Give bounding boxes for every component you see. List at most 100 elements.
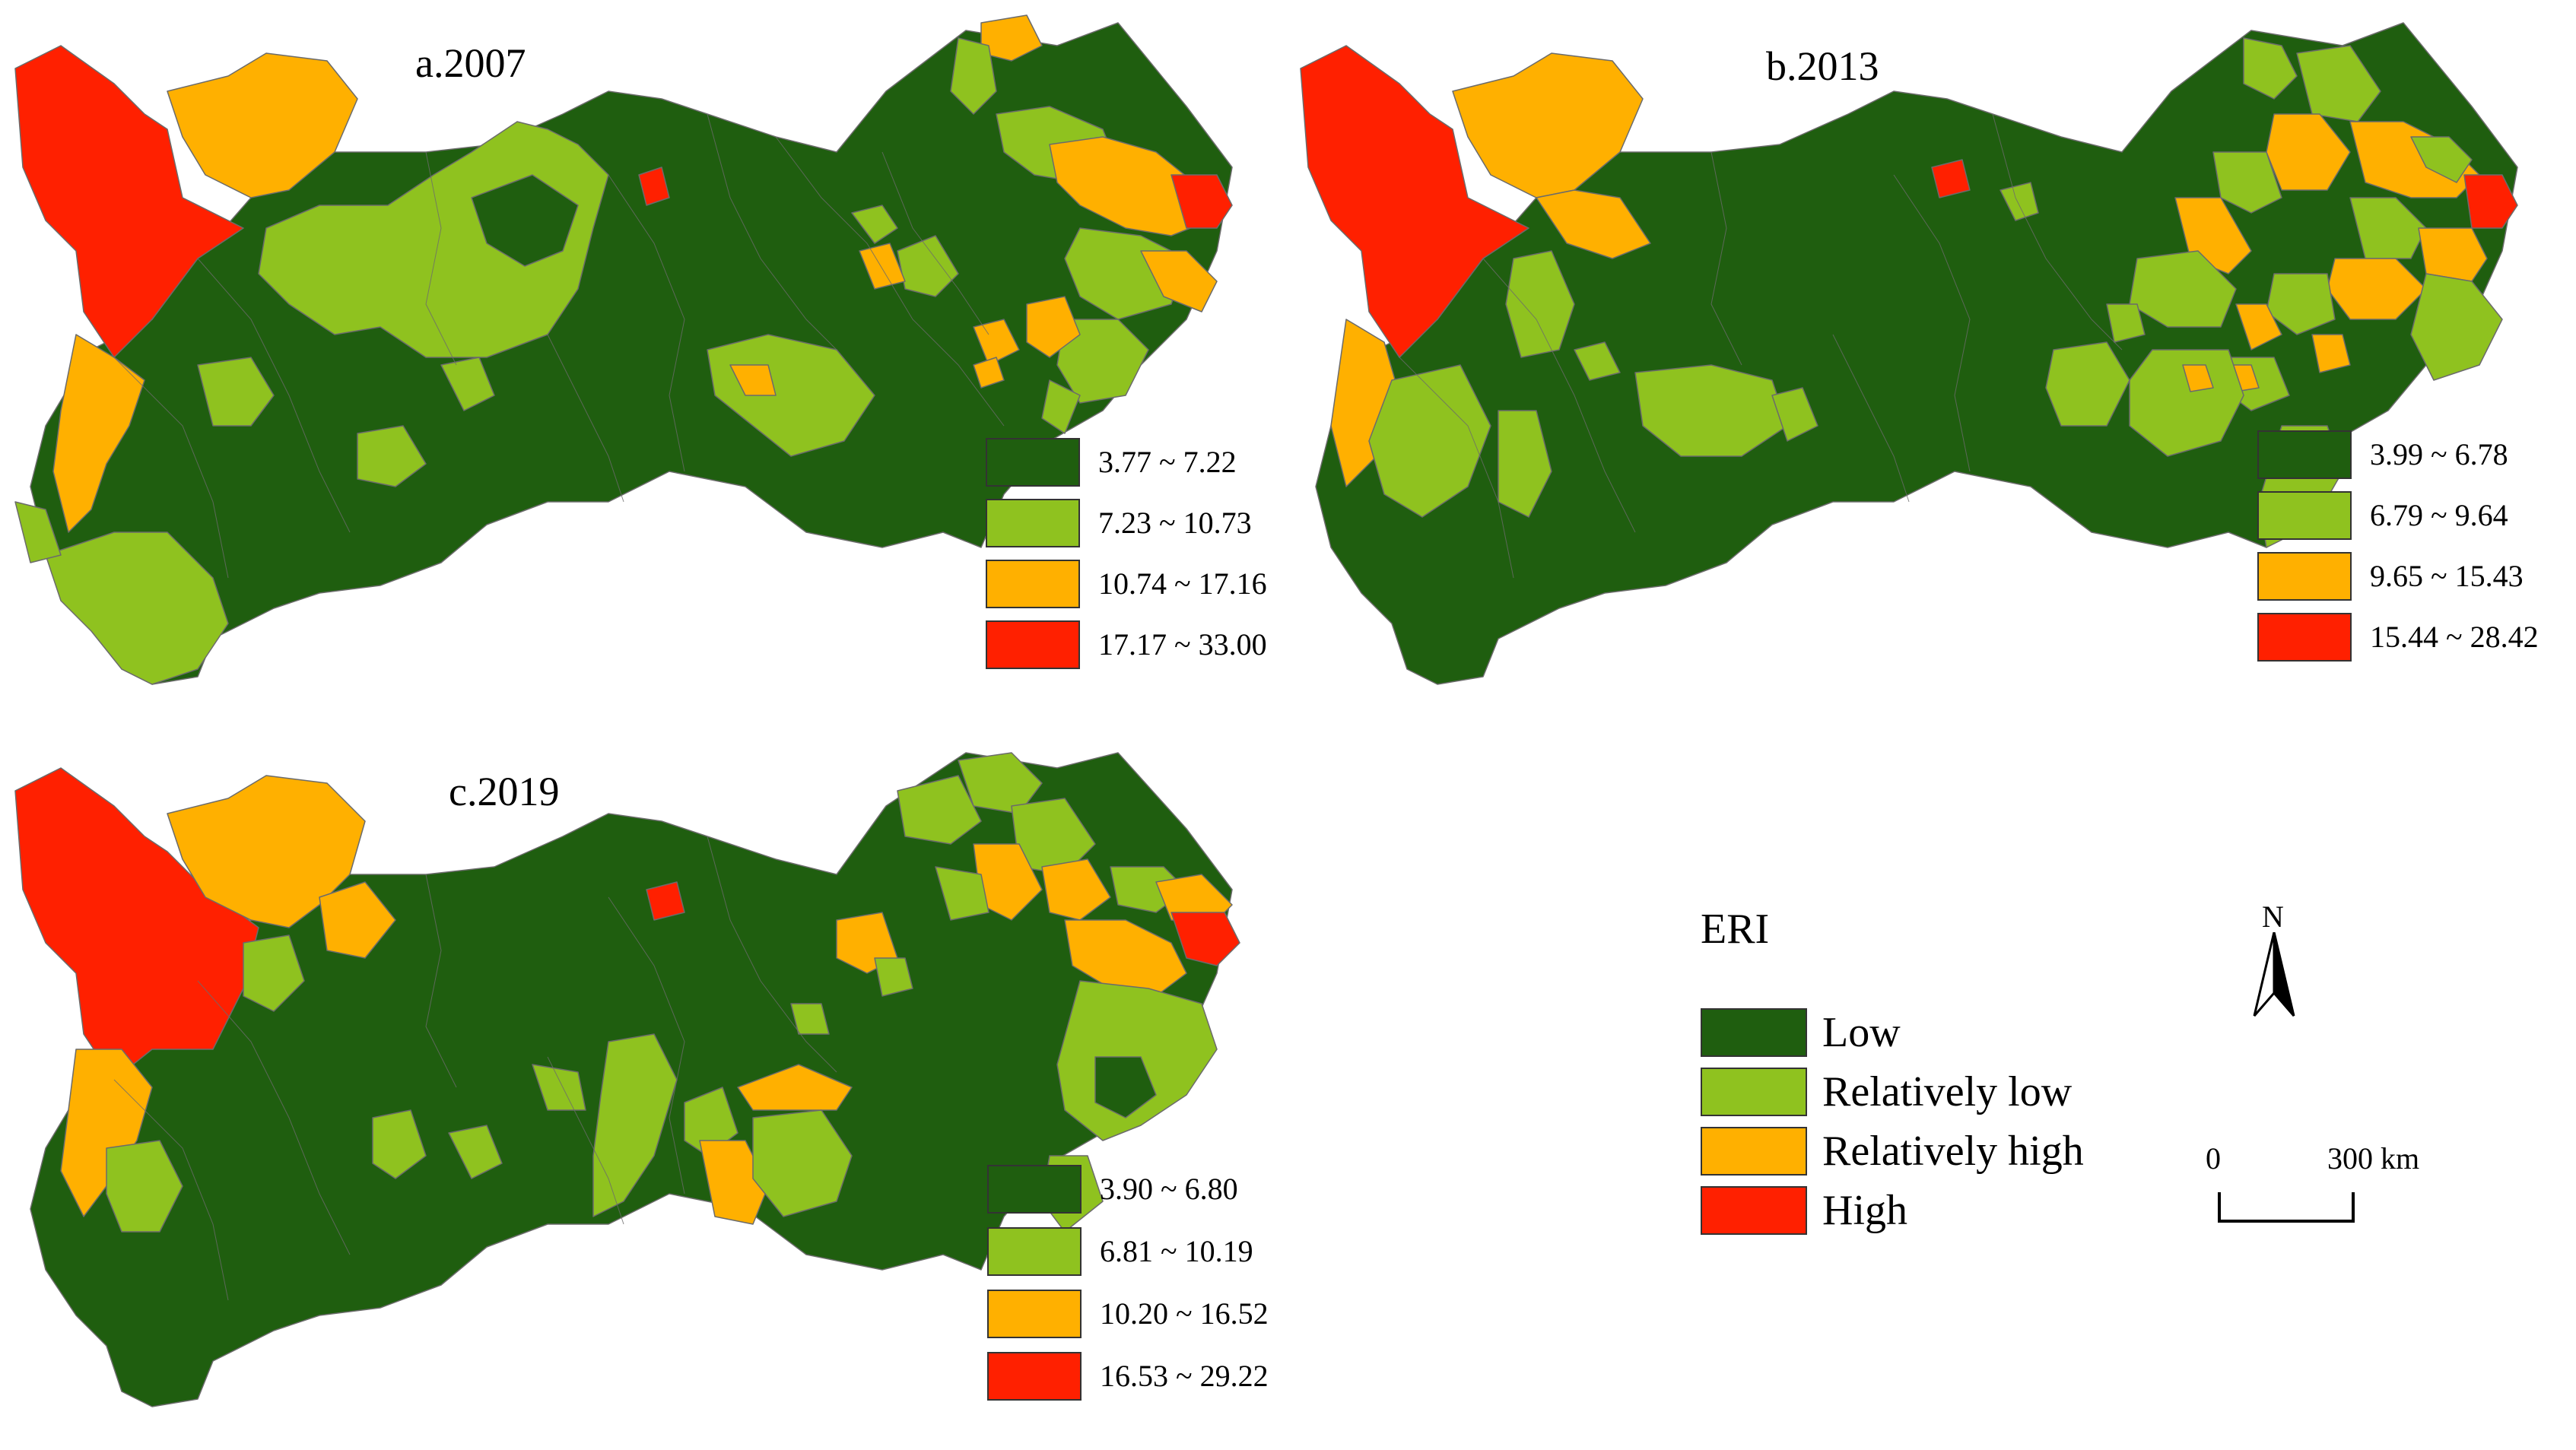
region-shape [1771, 387, 1818, 442]
region-shape [243, 934, 305, 1012]
region-shape [935, 866, 989, 921]
legend-swatch [987, 1227, 1082, 1276]
region-shape [14, 501, 62, 563]
legend-row: 9.65 ~ 15.43 [2257, 552, 2576, 607]
eri-legend-item: High [1701, 1186, 2233, 1247]
eri-legend-item: Relatively low [1701, 1068, 2233, 1128]
region-shape [2129, 349, 2244, 457]
scale-bar: 0 300 km [2206, 1141, 2479, 1239]
region-shape [1170, 174, 1233, 229]
eri-label: High [1822, 1187, 1907, 1234]
legend-swatch [2257, 552, 2352, 601]
legend-row: 7.23 ~ 10.73 [986, 499, 1381, 554]
region-shape [592, 1033, 678, 1217]
region-shape [1041, 858, 1111, 921]
region-shape [2212, 151, 2282, 214]
map-2007: a.2007 3.77 ~ 7.22 7.23 ~ 10.73 10.74 ~ … [0, 0, 1308, 707]
region-shape [1505, 250, 1575, 358]
region-shape [897, 775, 982, 845]
region-shape [319, 881, 396, 959]
region-shape [2106, 303, 2146, 343]
map-title: a.2007 [415, 40, 526, 86]
region-shape [30, 22, 1233, 685]
legend-row: 6.79 ~ 9.64 [2257, 491, 2576, 546]
county-boundaries [1399, 113, 2123, 579]
eri-swatch [1701, 1068, 1807, 1116]
eri-swatch [1701, 1008, 1807, 1057]
region-shape [2349, 197, 2427, 259]
region-shape [106, 1140, 183, 1233]
legend-row: 6.81 ~ 10.19 [987, 1227, 1383, 1282]
region-shape [790, 1003, 830, 1035]
eri-label: Relatively low [1822, 1068, 2073, 1115]
map-2013-canvas [1300, 22, 2518, 685]
region-shape [1094, 1056, 1157, 1118]
region-shape [1634, 364, 1788, 457]
legend-range: 15.44 ~ 28.42 [2370, 620, 2539, 654]
scale-start-label: 0 [2206, 1141, 2221, 1176]
region-shape [2410, 136, 2473, 183]
legend-swatch [986, 499, 1080, 547]
region-shape [752, 1109, 853, 1217]
eri-label: Low [1822, 1009, 1901, 1056]
legend-range: 3.77 ~ 7.22 [1098, 445, 1237, 479]
north-arrow-icon [2253, 932, 2295, 1017]
eri-legend-item: Low [1701, 1008, 2233, 1069]
scale-end-label: 300 km [2327, 1141, 2420, 1176]
legend-swatch [987, 1290, 1082, 1338]
region-shape [372, 1109, 427, 1179]
legend-swatch [2257, 613, 2352, 662]
region-shape [737, 1064, 853, 1111]
region-shape [197, 357, 275, 427]
region-shape [440, 357, 495, 411]
region-shape [699, 1140, 769, 1225]
region-shape [2418, 227, 2488, 282]
region-shape [2463, 174, 2518, 229]
eri-legend-title: ERI [1701, 906, 1770, 953]
legend-row: 16.53 ~ 29.22 [987, 1352, 1383, 1407]
region-shape [859, 243, 906, 290]
eri-legend-item: Relatively high [1701, 1127, 2233, 1188]
north-label: N [2262, 900, 2284, 934]
legend-range: 7.23 ~ 10.73 [1098, 506, 1252, 540]
region-shape [1041, 379, 1081, 434]
eri-swatch [1701, 1186, 1807, 1235]
region-shape [638, 167, 670, 206]
county-boundaries [113, 836, 837, 1301]
region-shape [14, 767, 259, 1080]
county-boundaries [113, 113, 1005, 579]
legend-row: 17.17 ~ 33.00 [986, 620, 1381, 675]
legend-range: 10.20 ~ 16.52 [1100, 1296, 1269, 1331]
legend-range: 3.99 ~ 6.78 [2370, 437, 2508, 471]
region-shape [448, 1125, 503, 1179]
legend-row: 3.90 ~ 6.80 [987, 1165, 1383, 1220]
eri-label: Relatively high [1822, 1128, 2084, 1175]
legend-range: 10.74 ~ 17.16 [1098, 566, 1267, 601]
region-shape [2045, 341, 2130, 427]
legend-swatch [986, 620, 1080, 669]
map-2013: b.2013 3.99 ~ 6.78 6.79 ~ 9.64 9.65 ~ 15… [1285, 0, 2576, 707]
region-shape [167, 52, 358, 198]
region-shape [1931, 159, 1971, 198]
region-shape [2311, 334, 2351, 373]
region-shape [1999, 182, 2039, 221]
region-shape [729, 364, 777, 396]
region-shape [45, 531, 229, 685]
legend-row: 3.99 ~ 6.78 [2257, 430, 2576, 485]
region-shape [2235, 303, 2282, 351]
legend-swatch [987, 1352, 1082, 1401]
region-shape [1140, 250, 1218, 313]
eri-swatch [1701, 1127, 1807, 1176]
region-shape [1170, 912, 1240, 966]
region-shape [1056, 319, 1149, 404]
legend-swatch [2257, 430, 2352, 479]
map-2019: c.2019 3.90 ~ 6.80 6.81 ~ 10.19 10.20 ~ … [0, 730, 1308, 1450]
legend-swatch [986, 560, 1080, 608]
legend-swatch [2257, 491, 2352, 540]
region-shape [1574, 341, 1621, 381]
region-shape [1064, 919, 1187, 997]
region-shape [1498, 410, 1552, 518]
region-shape [532, 1064, 586, 1111]
region-shape [2243, 37, 2298, 100]
north-arrow: N [2244, 899, 2304, 1028]
